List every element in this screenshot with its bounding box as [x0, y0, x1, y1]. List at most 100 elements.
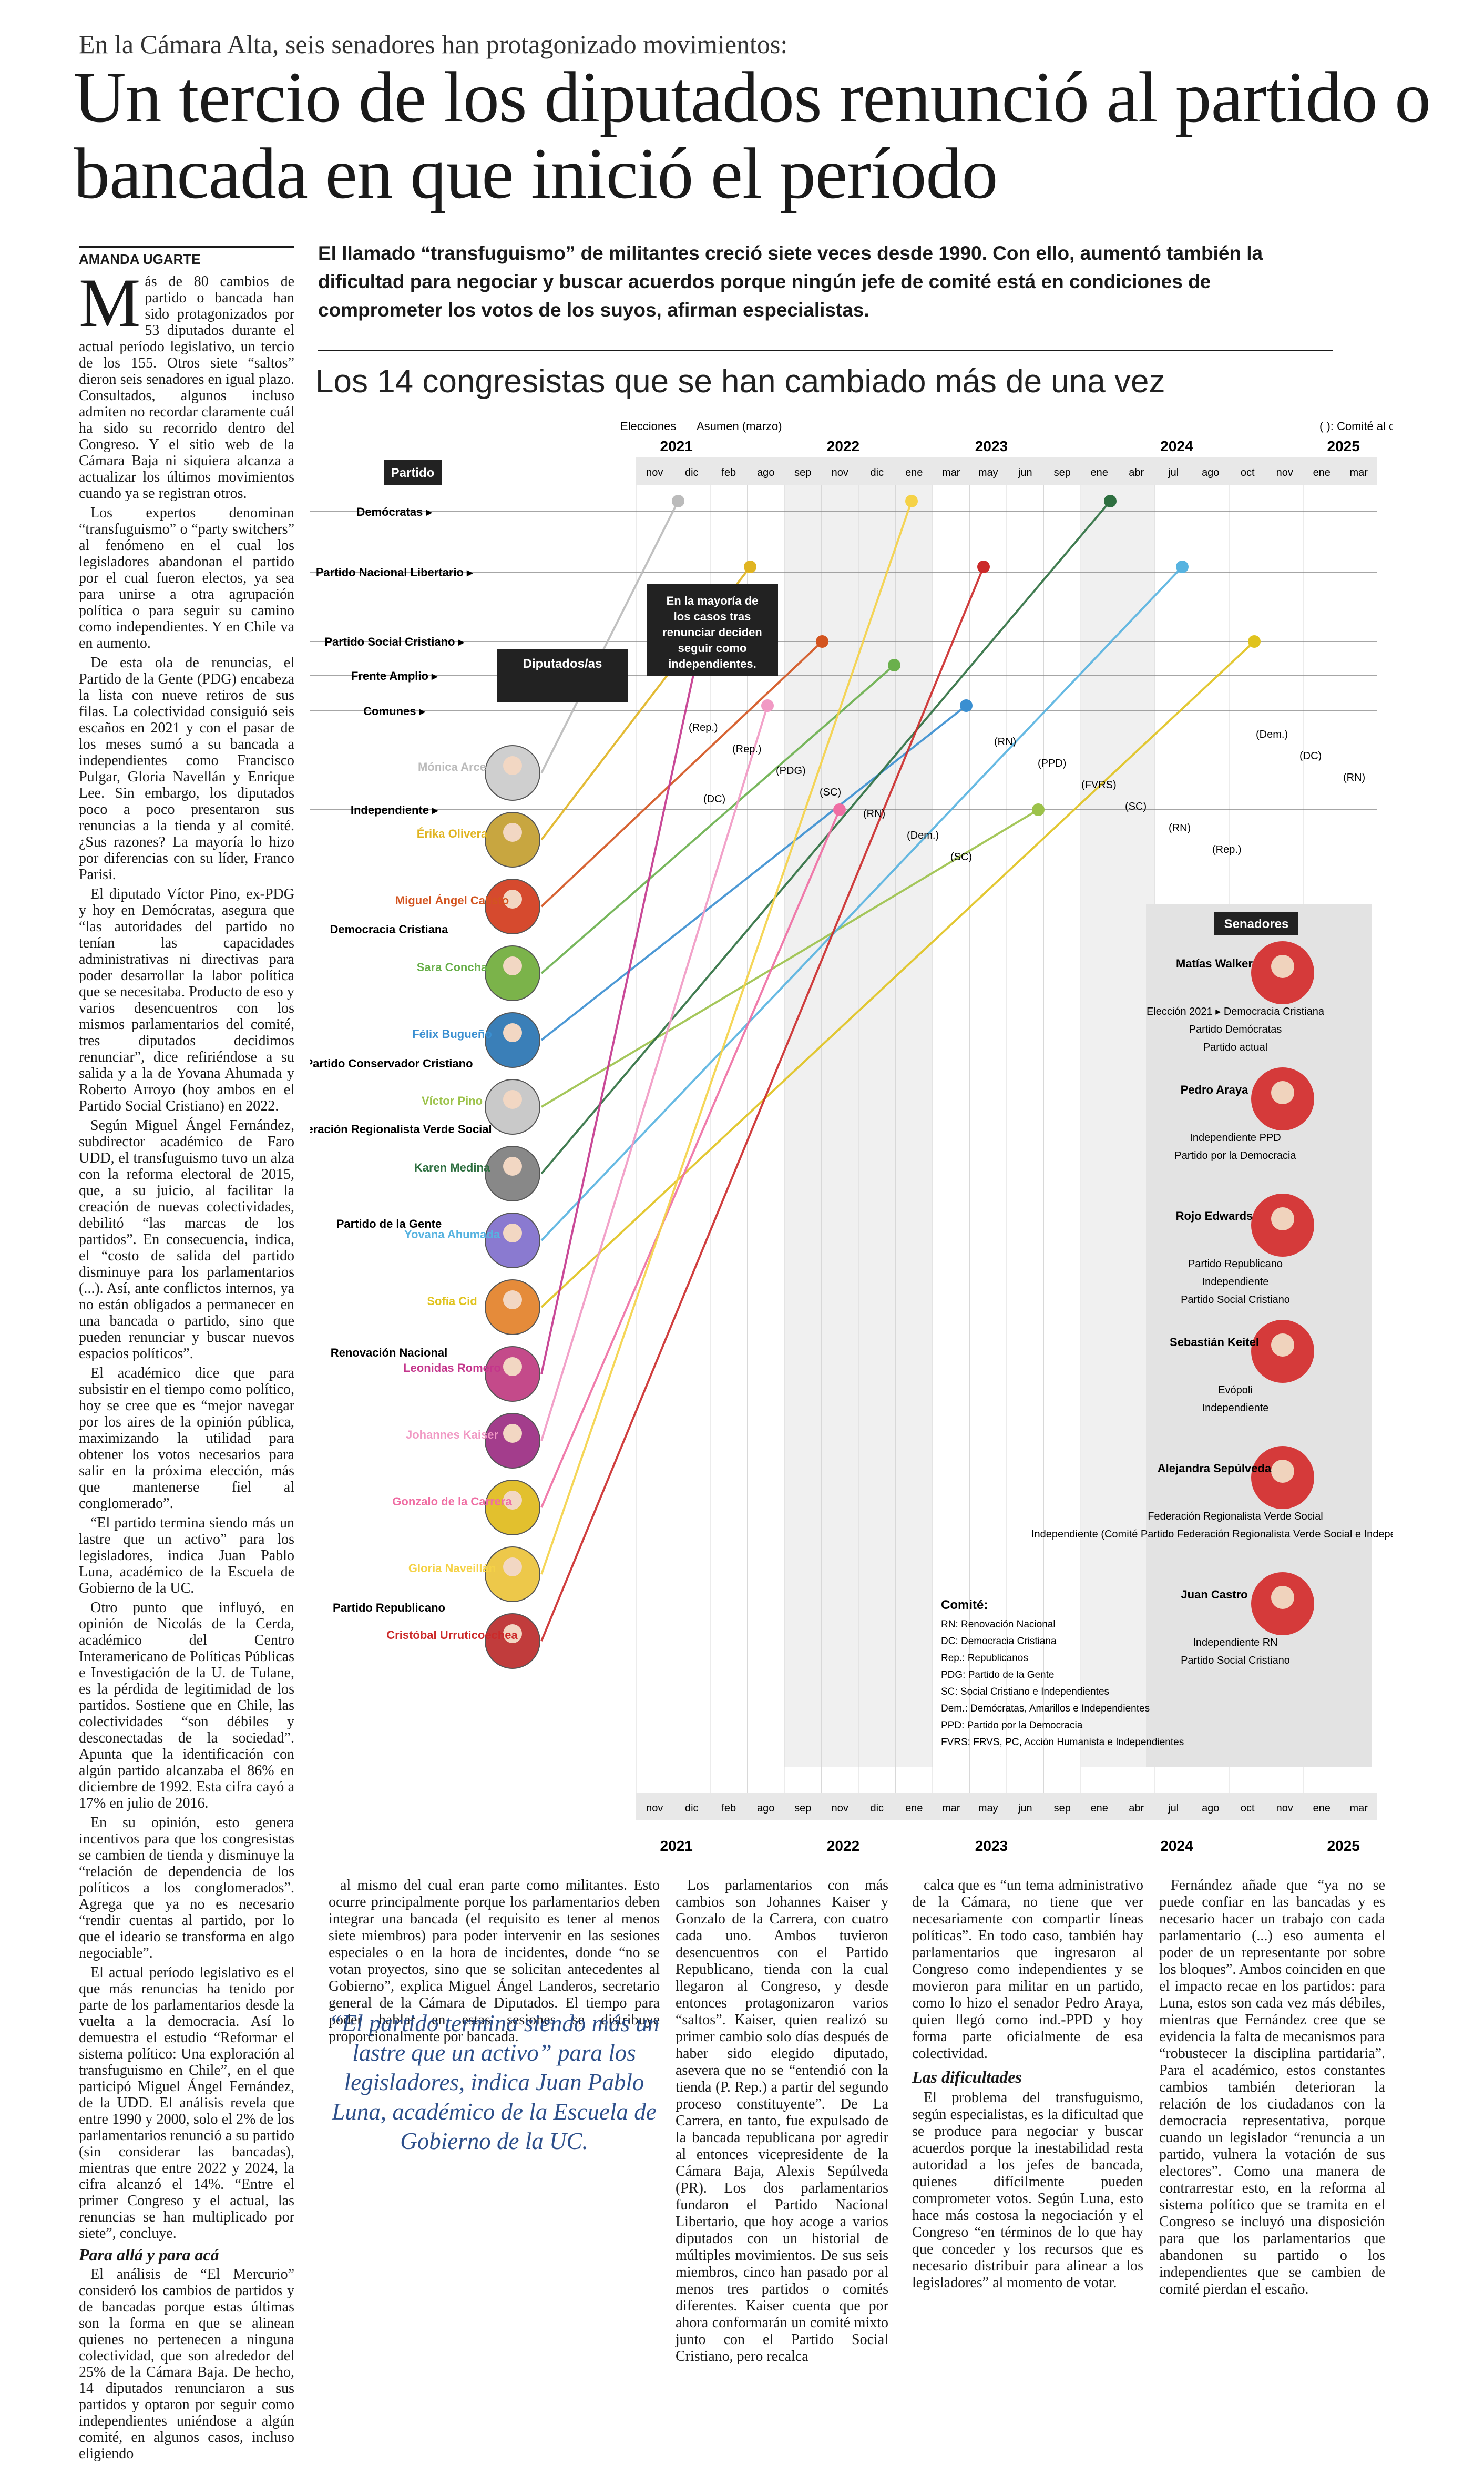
callout-text: En la mayoría de	[667, 594, 759, 607]
month-label: ago	[1202, 1802, 1219, 1814]
deputy-avatar-face	[503, 890, 522, 909]
article-paragraph: Según Miguel Ángel Fernández, subdirecto…	[79, 1117, 294, 1362]
transition-dot	[1248, 635, 1261, 648]
year-label-bottom: 2021	[660, 1838, 693, 1854]
senator-photo-face	[1271, 1460, 1294, 1483]
senator-path: Elección 2021 ▸ Democracia Cristiana	[1147, 1006, 1325, 1017]
month-label: mar	[942, 467, 960, 478]
callout-box	[647, 584, 778, 676]
comite-tag: (Rep.)	[1212, 844, 1242, 855]
month-label: jun	[1018, 1802, 1032, 1814]
transition-line	[540, 501, 913, 1575]
transition-line	[540, 566, 1183, 1241]
legend-entry: DC: Democracia Cristiana	[941, 1636, 1057, 1647]
origin-party-label: Federación Regionalista Verde Social	[310, 1123, 492, 1136]
month-label: feb	[721, 467, 736, 478]
month-label: sep	[794, 1802, 811, 1814]
party-row-label: Independiente ▸	[351, 803, 438, 817]
comite-tag: (Dem.)	[1256, 729, 1288, 740]
partido-header: Partido	[391, 466, 435, 480]
year-label-bottom: 2024	[1160, 1838, 1193, 1854]
senator-path: Partido por la Democracia	[1174, 1150, 1296, 1162]
article-paragraph: El académico dice que para subsistir en …	[79, 1365, 294, 1512]
transition-dot	[960, 699, 973, 712]
article-paragraph: Fernández añade que “ya no se puede conf…	[1159, 1877, 1385, 2297]
year-label-top: 2023	[975, 438, 1008, 454]
comite-tag: (Rep.)	[732, 743, 762, 755]
deputy-avatar-face	[503, 1290, 522, 1309]
legend-entry: SC: Social Cristiano e Independientes	[941, 1686, 1109, 1697]
month-label: nov	[646, 1802, 663, 1814]
month-label: nov	[646, 467, 663, 478]
month-label: oct	[1241, 467, 1255, 478]
legend-title: Comité:	[941, 1598, 988, 1612]
month-label: sep	[1054, 467, 1071, 478]
month-label: mar	[1350, 1802, 1368, 1814]
deputy-avatar-face	[503, 1157, 522, 1176]
party-row-label: Partido Social Cristiano ▸	[324, 635, 464, 648]
month-label: ene	[1091, 1802, 1108, 1814]
deputy-name: Cristóbal Urruticoechea	[386, 1628, 518, 1642]
transition-dot	[977, 561, 990, 573]
month-label: nov	[832, 1802, 848, 1814]
article-paragraph: El actual período legislativo es el que …	[79, 1964, 294, 2242]
comite-tag: (RN)	[1343, 772, 1365, 783]
transition-dot	[1104, 495, 1117, 507]
lead-rule	[318, 350, 1333, 351]
senator-name: Alejandra Sepúlveda	[1158, 1462, 1272, 1475]
deputy-name: Yovana Ahumada	[404, 1228, 500, 1241]
transition-dot	[816, 635, 828, 648]
senator-path: Independiente (Comité Partido Federación…	[1031, 1529, 1393, 1540]
month-label: mar	[942, 1802, 960, 1814]
deputy-avatar-face	[503, 1557, 522, 1576]
month-label: oct	[1241, 1802, 1255, 1814]
party-row-label: Frente Amplio ▸	[351, 669, 438, 683]
deputy-avatar-face	[503, 1424, 522, 1443]
month-label: may	[978, 467, 998, 478]
comite-tag: (FVRS)	[1081, 779, 1117, 791]
transition-line	[540, 640, 823, 908]
month-strip-bottom	[636, 1793, 1377, 1820]
deputy-name: Sofía Cid	[427, 1295, 477, 1308]
month-label: ago	[1202, 467, 1219, 478]
party-row-label: Demócratas ▸	[356, 505, 432, 518]
senator-photo-face	[1271, 955, 1294, 978]
month-label: ago	[757, 1802, 774, 1814]
transition-line	[540, 705, 769, 1441]
article-paragraph: El problema del transfuguismo, según esp…	[912, 2090, 1143, 2291]
article-paragraph: Los expertos denominan “transfuguismo” o…	[79, 505, 294, 651]
callout-text: independientes.	[668, 657, 756, 670]
month-label: jul	[1168, 467, 1179, 478]
year-label-bottom: 2025	[1327, 1838, 1360, 1854]
comite-tag: (PDG)	[776, 765, 806, 777]
senator-path: Independiente PPD	[1190, 1132, 1281, 1144]
deputies-header-box	[497, 649, 628, 702]
origin-party-label: Partido Republicano	[333, 1601, 445, 1614]
kicker: En la Cámara Alta, seis senadores han pr…	[79, 29, 788, 59]
month-label: may	[978, 1802, 998, 1814]
month-label: dic	[685, 1802, 699, 1814]
month-label: dic	[685, 467, 699, 478]
month-label: abr	[1129, 1802, 1144, 1814]
senator-path: Independiente	[1202, 1276, 1269, 1288]
article-paragraph: “El partido termina siendo más un lastre…	[79, 1515, 294, 1596]
comite-tag: (SC)	[820, 787, 841, 798]
article-column-3: Los parlamentarios con más cambios son J…	[676, 1877, 888, 2368]
month-label: abr	[1129, 467, 1144, 478]
partido-header-box	[384, 460, 442, 485]
article-paragraph: El análisis de “El Mercurio” consideró l…	[79, 2266, 294, 2462]
legend-entry: Rep.: Republicanos	[941, 1653, 1028, 1664]
month-strip-top	[636, 457, 1377, 485]
chart-canvas: Elecciones Asumen (marzo) ( ): Comité al c…	[286, 420, 1465, 1854]
deputy-avatar-face	[503, 823, 522, 842]
month-label: ago	[757, 467, 774, 478]
asumen-label: Asumen (marzo)	[697, 420, 782, 433]
month-label: ene	[1091, 467, 1108, 478]
month-label: dic	[870, 1802, 884, 1814]
year-label-top: 2024	[1160, 438, 1193, 454]
transition-line	[540, 809, 841, 1508]
year-label-bottom: 2022	[827, 1838, 859, 1854]
month-label: ene	[905, 1802, 923, 1814]
article-paragraph: ás de 80 cambios de partido o bancada ha…	[79, 273, 294, 502]
senator-path: Independiente RN	[1193, 1637, 1277, 1648]
